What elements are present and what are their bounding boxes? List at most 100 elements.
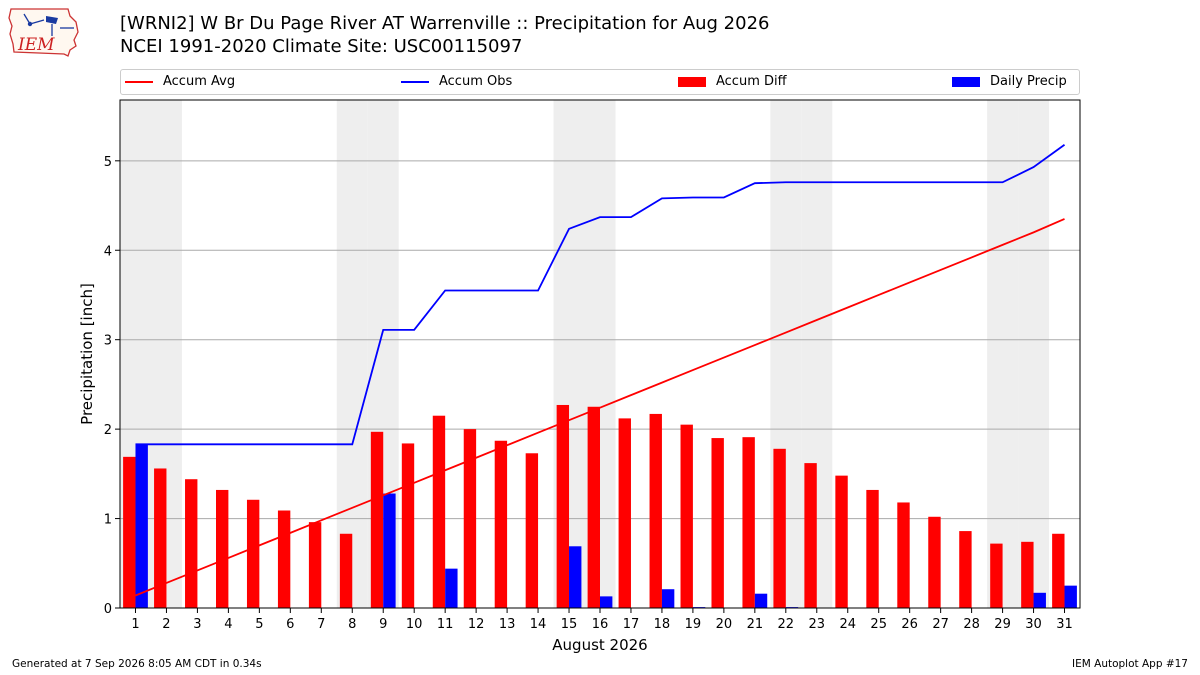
accum-avg-line bbox=[135, 218, 1065, 597]
x-tick-label: 2 bbox=[162, 617, 170, 632]
x-axis-label: August 2026 bbox=[552, 636, 647, 654]
x-tick-label: 9 bbox=[379, 617, 387, 632]
accum-diff-bar bbox=[1021, 541, 1034, 608]
legend-label-accum-avg: Accum Avg bbox=[163, 74, 236, 89]
accum-diff-bar bbox=[680, 424, 693, 608]
daily-precip-bar bbox=[569, 546, 582, 608]
legend-item-accum-obs: Accum Obs bbox=[401, 74, 512, 90]
weekend-band bbox=[987, 100, 1019, 608]
accum-diff-bar bbox=[432, 415, 446, 608]
x-tick-label: 14 bbox=[530, 617, 547, 632]
axes bbox=[115, 99, 1081, 613]
accum-diff-bar bbox=[587, 406, 600, 608]
x-tick-label: 18 bbox=[654, 617, 671, 632]
x-tick-label: 19 bbox=[685, 617, 702, 632]
x-tick-label: 4 bbox=[224, 617, 232, 632]
footer-generated: Generated at 7 Sep 2026 8:05 AM CDT in 0… bbox=[12, 658, 262, 670]
accum-diff-bar bbox=[556, 404, 570, 608]
accum-diff-bar bbox=[525, 453, 539, 608]
accum-diff-bar bbox=[928, 516, 941, 608]
accum-diff-bar bbox=[123, 456, 136, 608]
iem-logo: IEM bbox=[8, 6, 82, 62]
legend-swatch-accum-avg bbox=[125, 80, 153, 83]
x-tick-label: 5 bbox=[255, 617, 263, 632]
daily-precip-bar bbox=[135, 444, 148, 608]
accum-diff-bar bbox=[773, 448, 786, 608]
x-tick-label: 17 bbox=[623, 617, 640, 632]
daily-precip-bar bbox=[661, 589, 675, 608]
accum-diff-bar bbox=[308, 522, 322, 608]
accum-diff-bar bbox=[618, 418, 631, 608]
legend-swatch-accum-obs bbox=[401, 80, 429, 83]
x-tick-label: 28 bbox=[963, 617, 980, 632]
footer-app: IEM Autoplot App #17 bbox=[1072, 658, 1188, 670]
x-tick-label: 1 bbox=[131, 617, 139, 632]
accum-diff-bar bbox=[711, 438, 724, 608]
title-line-2: NCEI 1991-2020 Climate Site: USC00115097 bbox=[120, 36, 523, 57]
x-tick-label: 22 bbox=[778, 617, 795, 632]
accum-diff-bar bbox=[216, 489, 229, 608]
x-tick-label: 31 bbox=[1056, 617, 1073, 632]
y-tick-label: 0 bbox=[104, 602, 112, 617]
accum-diff-bar bbox=[370, 431, 384, 608]
y-tick-label: 3 bbox=[104, 334, 112, 349]
title-line-1: [WRNI2] W Br Du Page River AT Warrenvill… bbox=[120, 13, 770, 34]
accum-diff-bar bbox=[959, 531, 972, 608]
x-tick-label: 13 bbox=[499, 617, 516, 632]
x-tick-label: 21 bbox=[747, 617, 764, 632]
y-tick-label: 1 bbox=[104, 513, 112, 528]
legend-label-accum-diff: Accum Diff bbox=[716, 74, 787, 89]
x-tick-label: 26 bbox=[901, 617, 918, 632]
legend-label-accum-obs: Accum Obs bbox=[439, 74, 513, 89]
accum-diff-bar bbox=[246, 499, 260, 608]
x-tick-label: 23 bbox=[809, 617, 826, 632]
daily-precip-bar bbox=[1033, 592, 1046, 608]
accum-diff-bar bbox=[1052, 533, 1065, 608]
accum-diff-bar bbox=[835, 475, 848, 608]
y-axis-label: Precipitation [inch] bbox=[78, 283, 96, 425]
daily-precip-bar bbox=[445, 568, 458, 608]
accum-diff-bar bbox=[401, 443, 415, 608]
x-tick-label: 10 bbox=[406, 617, 423, 632]
x-tick-label: 25 bbox=[870, 617, 887, 632]
accum-diff-bar bbox=[804, 463, 817, 608]
weekend-band bbox=[1018, 100, 1050, 608]
accum-diff-bar bbox=[897, 502, 910, 608]
x-tick-label: 20 bbox=[716, 617, 733, 632]
chart-title: [WRNI2] W Br Du Page River AT Warrenvill… bbox=[120, 12, 770, 58]
accum-diff-bar bbox=[154, 468, 167, 608]
x-tick-label: 3 bbox=[193, 617, 201, 632]
accum-diff-bar bbox=[463, 429, 477, 608]
accum-diff-bar bbox=[494, 440, 508, 608]
accum-diff-bar bbox=[990, 543, 1003, 608]
series-lines bbox=[135, 143, 1066, 597]
x-tick-label: 24 bbox=[839, 617, 856, 632]
x-tick-label: 12 bbox=[468, 617, 485, 632]
x-tick-label: 6 bbox=[286, 617, 294, 632]
x-tick-label: 15 bbox=[561, 617, 578, 632]
x-tick-label: 27 bbox=[932, 617, 949, 632]
chart-legend: Accum Avg Accum Obs Accum Diff Daily Pre… bbox=[120, 69, 1080, 95]
legend-swatch-daily-precip bbox=[952, 76, 980, 87]
daily-precip-bar bbox=[1064, 585, 1077, 608]
accum-obs-line bbox=[135, 143, 1066, 446]
accum-diff-bar bbox=[185, 479, 198, 608]
y-tick-label: 4 bbox=[104, 244, 112, 259]
x-tick-label: 29 bbox=[994, 617, 1011, 632]
legend-item-accum-diff: Accum Diff bbox=[678, 74, 787, 90]
y-tick-label: 2 bbox=[104, 423, 112, 438]
y-tick-label: 5 bbox=[104, 155, 112, 170]
accum-diff-bar bbox=[742, 437, 755, 608]
x-tick-label: 7 bbox=[317, 617, 325, 632]
accum-diff-bar bbox=[277, 510, 291, 608]
bars bbox=[123, 404, 1077, 608]
legend-label-daily-precip: Daily Precip bbox=[990, 74, 1067, 89]
accum-diff-bar bbox=[866, 489, 879, 608]
accum-diff-bar bbox=[339, 533, 353, 608]
legend-item-daily-precip: Daily Precip bbox=[952, 74, 1067, 90]
legend-item-accum-avg: Accum Avg bbox=[125, 74, 235, 90]
logo-text: IEM bbox=[17, 35, 55, 55]
accum-diff-bar bbox=[649, 413, 662, 608]
